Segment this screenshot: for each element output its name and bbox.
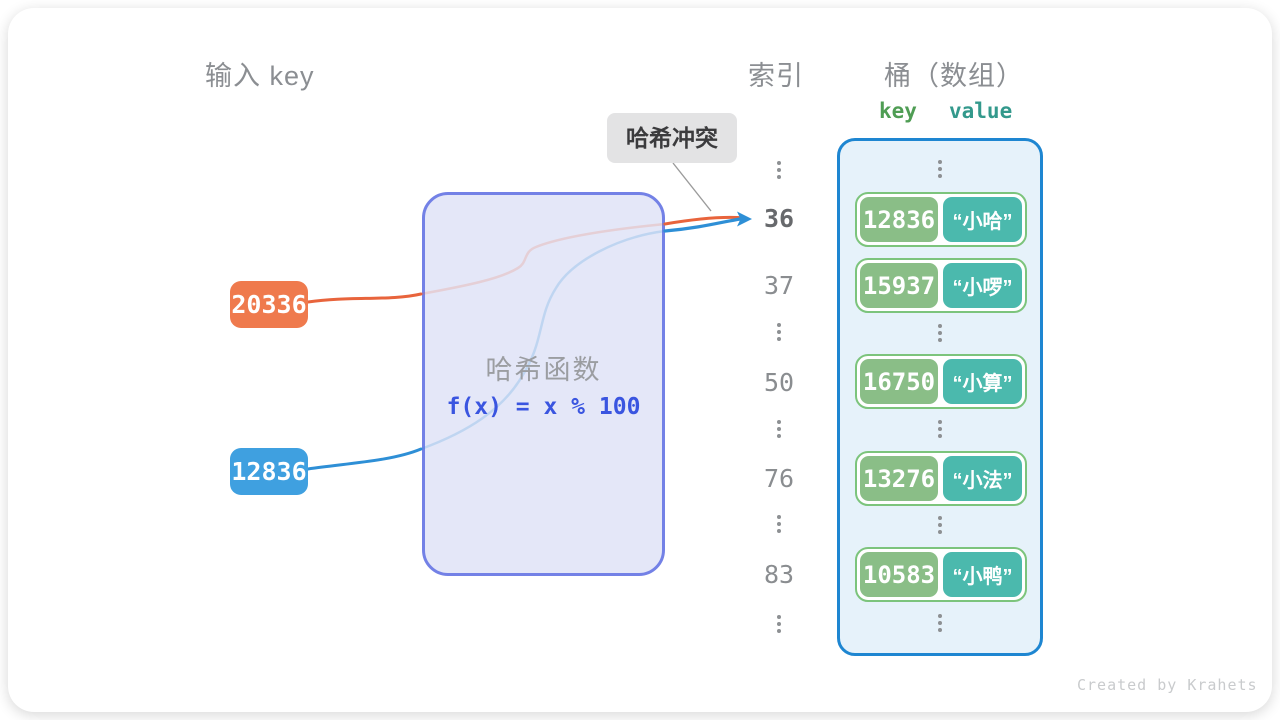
ellipsis-icon — [749, 613, 809, 635]
ellipsis-icon — [837, 612, 1043, 634]
pair-key: 10583 — [860, 552, 938, 597]
credit-text: Created by Krahets — [1077, 676, 1258, 694]
header-index: 索引 — [748, 61, 804, 91]
index-value: 37 — [763, 271, 795, 300]
collision-label: 哈希冲突 — [607, 113, 737, 163]
bucket-pair: 13276 “小法” — [855, 451, 1027, 506]
index-value: 83 — [763, 560, 795, 589]
bucket-pair: 15937 “小啰” — [855, 258, 1027, 313]
ellipsis-icon — [837, 418, 1043, 440]
ellipsis-icon — [749, 321, 809, 343]
label-value: value — [949, 99, 1013, 123]
ellipsis-icon — [749, 418, 809, 440]
header-bucket: 桶（数组） — [884, 61, 1024, 91]
hash-function-box — [422, 192, 665, 576]
ellipsis-icon — [837, 514, 1043, 536]
pair-key: 15937 — [860, 263, 938, 308]
pair-value: “小算” — [943, 359, 1022, 404]
hash-function-formula: f(x) = x % 100 — [446, 394, 641, 420]
pair-key: 16750 — [860, 359, 938, 404]
ellipsis-icon — [749, 513, 809, 535]
pair-value: “小啰” — [943, 263, 1022, 308]
pair-value: “小鸭” — [943, 552, 1022, 597]
pair-value: “小法” — [943, 456, 1022, 501]
hash-function-title: 哈希函数 — [485, 355, 602, 385]
ellipsis-icon — [749, 159, 809, 181]
header-input-key: 输入 key — [205, 61, 315, 91]
pair-key: 13276 — [860, 456, 938, 501]
pair-key: 12836 — [860, 197, 938, 242]
index-value: 76 — [763, 464, 795, 493]
ellipsis-icon — [837, 322, 1043, 344]
bucket-pair: 10583 “小鸭” — [855, 547, 1027, 602]
input-key-box-orange: 20336 — [230, 281, 308, 328]
bucket-pair: 16750 “小算” — [855, 354, 1027, 409]
label-key: key — [879, 99, 917, 123]
ellipsis-icon — [837, 158, 1043, 180]
input-key-box-blue: 12836 — [230, 448, 308, 495]
bucket-pair: 12836 “小哈” — [855, 192, 1027, 247]
pair-value: “小哈” — [943, 197, 1022, 242]
index-value-highlighted: 36 — [763, 204, 795, 233]
index-value: 50 — [763, 368, 795, 397]
